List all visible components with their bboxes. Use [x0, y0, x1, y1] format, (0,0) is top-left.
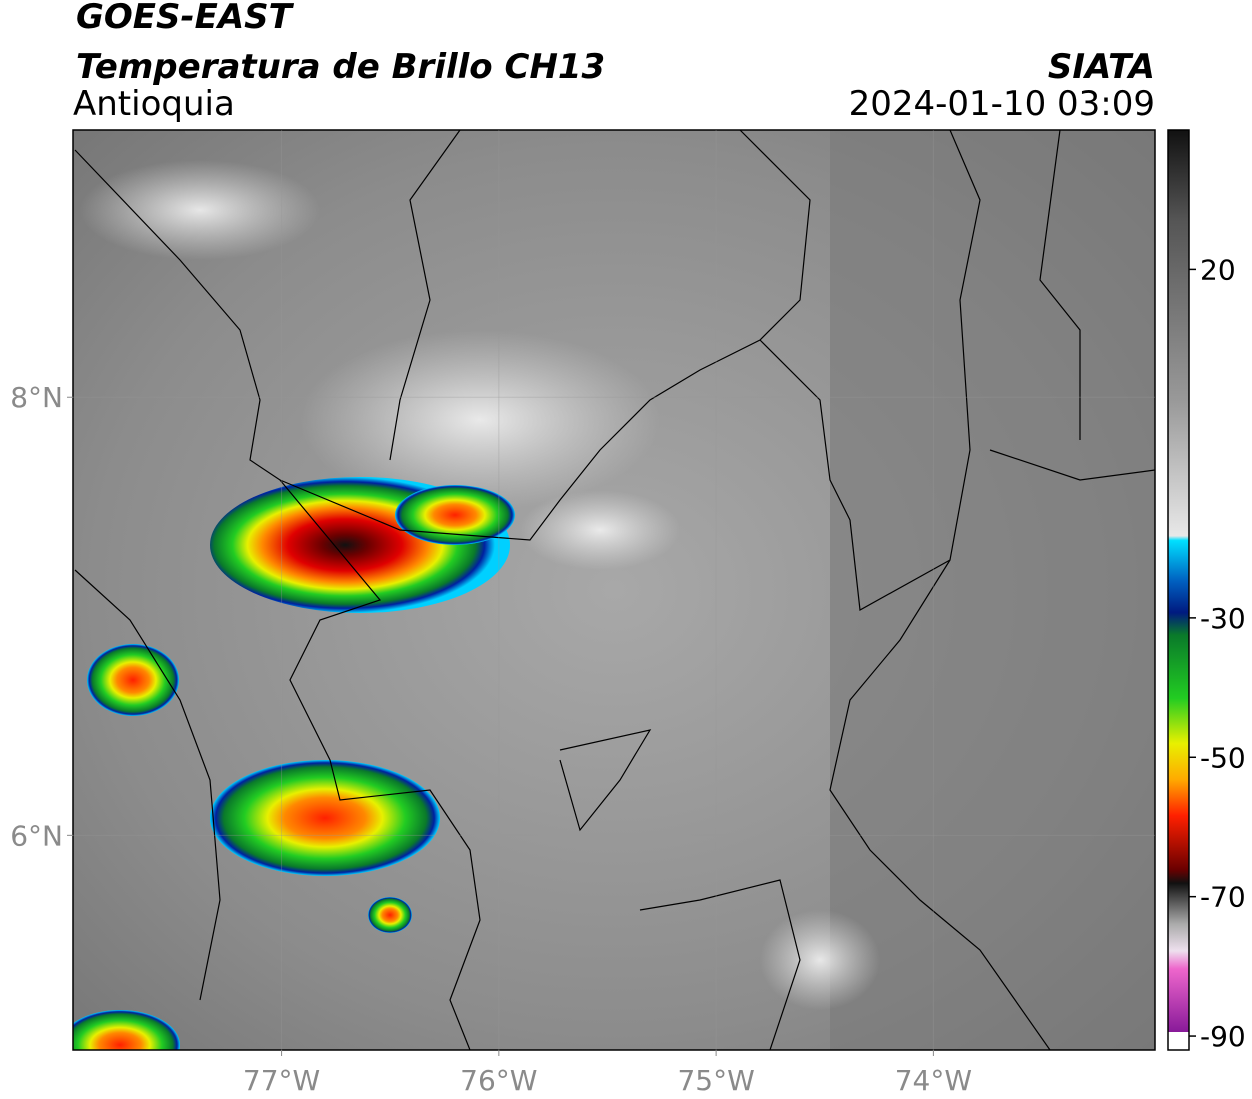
- border: [759, 130, 981, 611]
- cloud: [520, 490, 680, 570]
- title: GOES-EAST: [76, 0, 295, 37]
- border: [1039, 130, 1081, 440]
- border: [639, 879, 801, 1050]
- x-tick-label: 75°W: [677, 1064, 754, 1097]
- storm: [210, 760, 440, 876]
- colorbar-tick-label: -90: [1200, 1020, 1246, 1053]
- source: SIATA: [1048, 47, 1155, 87]
- border: [74, 569, 221, 1001]
- colorbar: [1168, 130, 1189, 1032]
- colorbar-tick-label: 20: [1200, 253, 1236, 286]
- colorbar-frame: [1167, 129, 1190, 1051]
- cloud: [300, 330, 660, 510]
- map-shade: [830, 130, 1155, 1050]
- x-tick-label: 77°W: [243, 1064, 320, 1097]
- cloud: [80, 160, 320, 260]
- storm: [395, 485, 515, 545]
- map: [72, 129, 1156, 1051]
- border: [559, 729, 652, 832]
- x-tick-label: 74°W: [895, 1064, 972, 1097]
- colorbar-tick-label: -70: [1200, 881, 1246, 914]
- colorbar-under: [1168, 1032, 1189, 1050]
- cloud: [760, 910, 880, 1010]
- y-tick-label: 8°N: [10, 381, 63, 414]
- map-frame: [72, 129, 1156, 1051]
- colorbar-tick-label: -50: [1200, 741, 1246, 774]
- x-tick-label: 76°W: [460, 1064, 537, 1097]
- border: [389, 130, 461, 461]
- border: [989, 449, 1155, 481]
- datetime: 2024-01-10 03:09: [849, 84, 1155, 124]
- storm: [73, 1010, 180, 1050]
- region: Antioquia: [73, 84, 235, 124]
- border: [829, 559, 1051, 1050]
- y-tick-label: 6°N: [10, 819, 63, 852]
- storm: [368, 897, 412, 933]
- border: [279, 479, 481, 1050]
- colorbar-tick-label: -30: [1200, 602, 1246, 635]
- borders: [74, 130, 1155, 1050]
- subtitle: Temperatura de Brillo CH13: [76, 47, 605, 87]
- storm: [87, 644, 179, 716]
- border: [74, 130, 811, 541]
